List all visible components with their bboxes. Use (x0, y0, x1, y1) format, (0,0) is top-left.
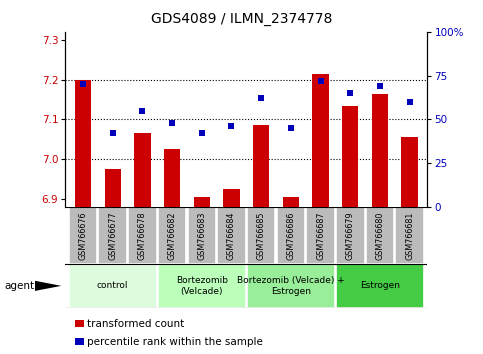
Point (376, 83, 384, 89)
Text: Estrogen: Estrogen (360, 281, 400, 290)
Bar (217, 207, 246, 264)
Bar (277, 207, 305, 264)
Bar (366, 207, 394, 264)
Bar (104, 169, 121, 207)
Bar (336, 264, 424, 308)
Bar (223, 189, 240, 207)
Text: percentile rank within the sample: percentile rank within the sample (87, 337, 263, 347)
Point (317, 78, 325, 84)
Text: transformed count: transformed count (87, 319, 184, 329)
Bar (396, 207, 424, 264)
Text: GDS4089 / ILMN_2374778: GDS4089 / ILMN_2374778 (151, 12, 332, 27)
Bar (164, 149, 180, 207)
Point (287, 125, 295, 131)
Bar (247, 264, 335, 308)
Bar (75, 80, 91, 207)
Bar (372, 93, 388, 207)
Bar (128, 207, 156, 264)
Point (79, 82, 87, 87)
Point (109, 131, 116, 136)
Bar (158, 264, 246, 308)
Point (227, 124, 235, 129)
Bar (134, 133, 151, 207)
Text: GSM766681: GSM766681 (405, 212, 414, 260)
Bar (342, 105, 358, 207)
Text: Bortezomib
(Velcade): Bortezomib (Velcade) (176, 276, 228, 296)
Text: GSM766682: GSM766682 (168, 212, 177, 260)
Bar (306, 207, 335, 264)
Bar (194, 197, 210, 207)
Text: GSM766678: GSM766678 (138, 212, 147, 260)
Point (198, 131, 206, 136)
Text: GSM766686: GSM766686 (286, 212, 296, 260)
Bar (401, 137, 418, 207)
Polygon shape (35, 281, 61, 291)
Text: GSM766676: GSM766676 (79, 212, 87, 260)
Bar (187, 207, 216, 264)
Text: GSM766683: GSM766683 (197, 212, 206, 260)
Text: GSM766677: GSM766677 (108, 212, 117, 260)
Bar (158, 207, 186, 264)
Bar (69, 264, 156, 308)
Text: control: control (97, 281, 128, 290)
Bar (75, 338, 84, 345)
Bar (253, 125, 270, 207)
Text: GSM766685: GSM766685 (256, 212, 266, 260)
Bar (69, 207, 97, 264)
Bar (313, 74, 329, 207)
Text: agent: agent (5, 281, 35, 291)
Text: GSM766687: GSM766687 (316, 212, 325, 260)
Text: GSM766680: GSM766680 (375, 212, 384, 260)
Bar (283, 197, 299, 207)
Text: GSM766679: GSM766679 (346, 212, 355, 260)
Point (346, 90, 354, 96)
Text: Bortezomib (Velcade) +
Estrogen: Bortezomib (Velcade) + Estrogen (237, 276, 345, 296)
Bar (99, 207, 127, 264)
Bar (247, 207, 275, 264)
Bar (75, 320, 84, 327)
Point (139, 108, 146, 114)
Bar (336, 207, 365, 264)
Point (168, 120, 176, 126)
Text: GSM766684: GSM766684 (227, 212, 236, 260)
Point (257, 96, 265, 101)
Point (406, 99, 413, 105)
